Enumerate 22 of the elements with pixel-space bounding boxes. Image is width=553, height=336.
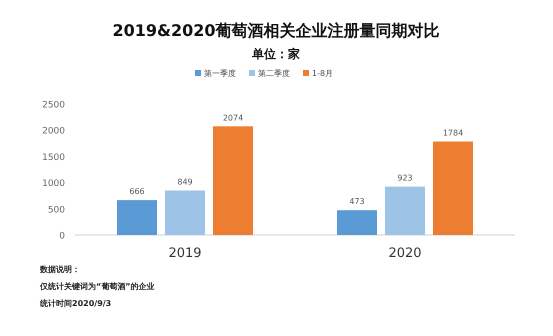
data-label: 1784: [442, 128, 464, 138]
x-tick-label: 2019: [168, 246, 202, 261]
y-tick-label: 2000: [42, 126, 66, 137]
data-label: 666: [129, 187, 145, 196]
y-tick-label: 2500: [42, 100, 66, 110]
data-label: 923: [397, 174, 413, 183]
y-tick-label: 0: [59, 232, 66, 242]
y-tick-label: 1500: [42, 152, 66, 163]
title: 2019&2020葡萄酒相关企业注册量同期对比: [112, 21, 440, 40]
subtitle: 单位：家: [252, 47, 300, 61]
annotation: 数据说明：: [40, 265, 80, 274]
y-tick-label: 1000: [42, 179, 66, 190]
data-label: 473: [349, 197, 365, 206]
y-tick-label: 500: [48, 205, 66, 216]
annotation: 统计时间2020/9/3: [40, 299, 112, 308]
data-label: 849: [177, 178, 193, 187]
annotation: 仅统计关键词为“葡萄酒”的企业: [40, 282, 155, 291]
legend-label: 第一季度: [204, 69, 236, 78]
legend-label: 1-8月: [312, 69, 334, 78]
x-tick-label: 2020: [388, 246, 422, 261]
legend-label: 第二季度: [258, 69, 290, 78]
data-label: 2074: [222, 113, 244, 122]
